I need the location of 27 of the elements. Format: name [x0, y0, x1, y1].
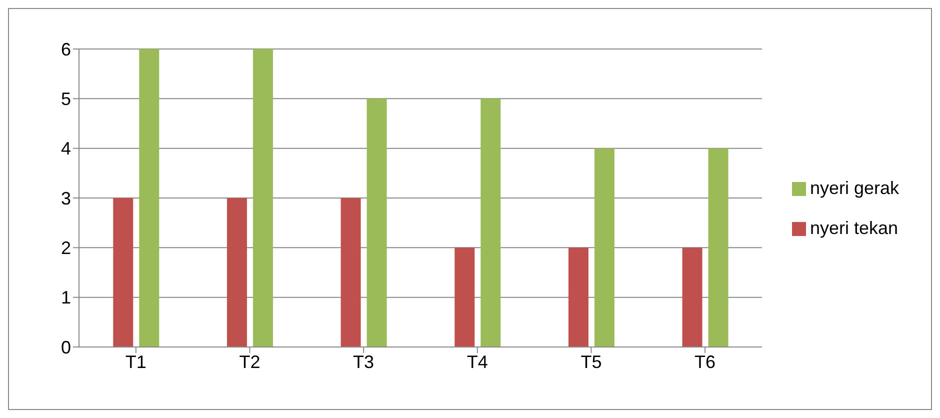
bar — [113, 198, 134, 347]
bar — [252, 49, 273, 347]
bar — [340, 198, 361, 347]
y-tick-label: 5 — [60, 89, 71, 110]
bar — [454, 248, 475, 347]
legend-label: nyeri tekan — [810, 218, 898, 238]
y-tick-label: 1 — [60, 288, 71, 308]
x-tick-label: T5 — [580, 352, 602, 372]
x-tick-label: T4 — [466, 352, 488, 372]
y-tick-label: 4 — [60, 138, 71, 159]
x-tick-label: T2 — [239, 352, 260, 372]
bar — [708, 148, 728, 347]
legend-label: nyeri gerak — [810, 178, 899, 198]
y-tick-label: 6 — [60, 39, 71, 60]
bar — [366, 98, 387, 347]
bar — [682, 248, 702, 347]
bar — [480, 98, 501, 347]
bar — [139, 49, 160, 347]
y-tick-label: 3 — [60, 188, 71, 208]
bar — [226, 198, 247, 347]
x-tick-label: T6 — [694, 352, 716, 372]
x-tick-label: T3 — [353, 352, 374, 372]
bar — [594, 148, 614, 347]
x-tick-label: T1 — [125, 352, 146, 372]
y-tick-label: 2 — [60, 238, 71, 258]
y-tick-label: 0 — [60, 337, 71, 358]
bar — [568, 248, 588, 347]
